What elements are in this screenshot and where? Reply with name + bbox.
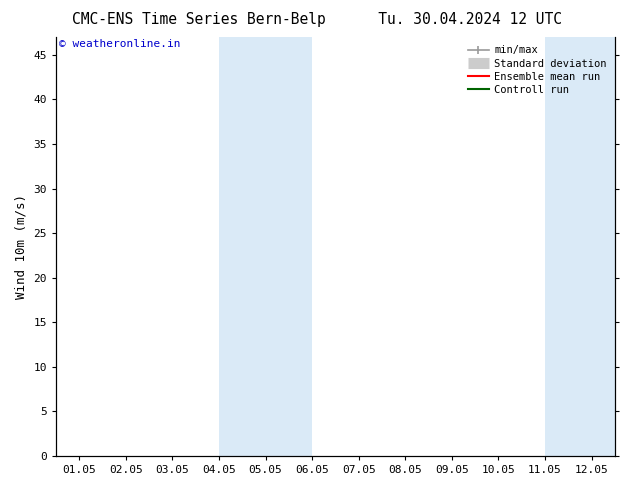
- Bar: [545, 37, 634, 456]
- Y-axis label: Wind 10m (m/s): Wind 10m (m/s): [15, 194, 28, 299]
- Text: CMC-ENS Time Series Bern-Belp      Tu. 30.04.2024 12 UTC: CMC-ENS Time Series Bern-Belp Tu. 30.04.…: [72, 12, 562, 27]
- Bar: [219, 37, 312, 456]
- Text: © weatheronline.in: © weatheronline.in: [59, 39, 181, 49]
- Legend: min/max, Standard deviation, Ensemble mean run, Controll run: min/max, Standard deviation, Ensemble me…: [465, 42, 610, 98]
